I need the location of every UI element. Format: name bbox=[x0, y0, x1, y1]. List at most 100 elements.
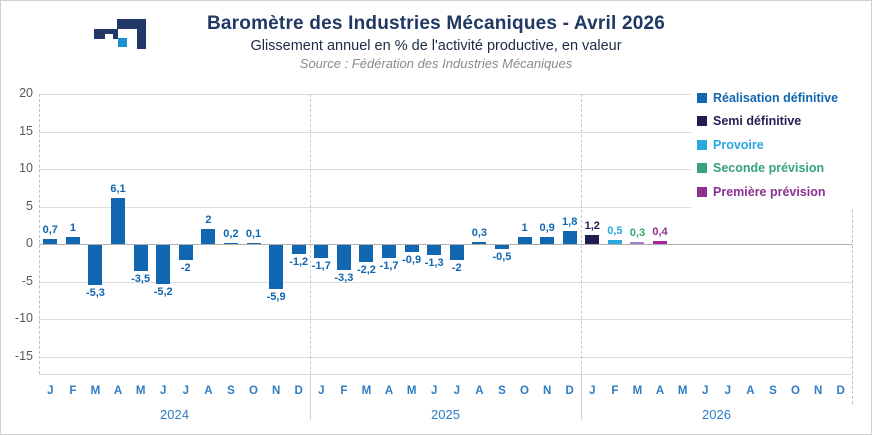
gridline bbox=[39, 206, 852, 208]
year-separator-line bbox=[581, 94, 582, 374]
bar-value-label: -2 bbox=[180, 262, 191, 274]
fim-logo bbox=[89, 9, 153, 53]
bar-2024-8 bbox=[223, 242, 238, 244]
logo-block bbox=[94, 29, 118, 34]
legend-item: Première prévision bbox=[697, 180, 853, 204]
gridline bbox=[39, 94, 852, 95]
month-label: D bbox=[294, 385, 303, 397]
month-label: O bbox=[249, 385, 258, 397]
legend-label: Seconde prévision bbox=[713, 161, 825, 176]
month-label: J bbox=[431, 385, 438, 397]
chart-legend: Réalisation définitive Semi définitive Pro… bbox=[691, 84, 853, 208]
legend-item: Semi définitive bbox=[697, 110, 853, 134]
plot-left-border bbox=[39, 94, 40, 374]
bar-value-label: -1,7 bbox=[379, 259, 399, 272]
bar-2024-10 bbox=[269, 245, 284, 290]
bar-2025-15 bbox=[382, 245, 397, 258]
bar-2025-18 bbox=[449, 245, 464, 260]
y-axis-tick-label: -15 bbox=[14, 348, 33, 363]
month-label: J bbox=[453, 385, 460, 397]
legend-swatch-icon bbox=[697, 92, 707, 103]
bar-2025-23 bbox=[562, 230, 577, 244]
logo-block bbox=[118, 38, 127, 47]
bar-value-label: 0,3 bbox=[629, 226, 646, 239]
y-axis-tick-label: 0 bbox=[26, 236, 33, 250]
month-label: A bbox=[655, 385, 665, 397]
month-label: M bbox=[361, 385, 372, 397]
year-separator-tick bbox=[310, 374, 311, 420]
chart-header: Baromètre des Industries Mécaniques - Av… bbox=[1, 1, 871, 71]
bar-2025-21 bbox=[517, 236, 532, 244]
bar-value-label: 2 bbox=[205, 214, 212, 226]
month-label: D bbox=[565, 385, 574, 397]
logo-block bbox=[113, 34, 118, 39]
month-label: S bbox=[227, 385, 235, 397]
logo-block bbox=[137, 19, 146, 49]
y-axis-tick-label: 20 bbox=[19, 86, 33, 100]
bar-2026-26 bbox=[630, 241, 645, 244]
bar-value-label: -2,2 bbox=[356, 263, 376, 276]
bar-value-label: 0,1 bbox=[245, 228, 262, 241]
bar-2026-27 bbox=[653, 241, 668, 244]
bar-value-label: -3,5 bbox=[131, 273, 151, 286]
month-label: A bbox=[384, 385, 394, 397]
bar-2024-5 bbox=[156, 245, 171, 284]
bar-value-label: 1 bbox=[69, 221, 76, 234]
y-axis-tick-label: -10 bbox=[14, 311, 33, 325]
year-label: 2024 bbox=[160, 407, 189, 422]
bar-value-label: -2 bbox=[451, 262, 462, 274]
bar-2025-17 bbox=[427, 245, 442, 255]
year-label: 2026 bbox=[702, 407, 731, 422]
bar-value-label: -5,3 bbox=[85, 286, 105, 299]
bar-2024-7 bbox=[201, 229, 216, 244]
legend-swatch-icon bbox=[697, 186, 707, 197]
bar-value-label: -5,9 bbox=[266, 291, 286, 304]
legend-label: Première prévision bbox=[713, 184, 826, 199]
logo-block bbox=[94, 34, 105, 39]
legend-item: Provoire bbox=[697, 133, 853, 157]
bar-2024-6 bbox=[178, 245, 193, 260]
month-label: N bbox=[542, 385, 552, 397]
bar-value-label: 0,4 bbox=[652, 226, 668, 238]
y-axis-tick-label: 15 bbox=[19, 123, 33, 138]
bar-value-label: 0,2 bbox=[223, 227, 239, 240]
month-label: O bbox=[791, 385, 800, 397]
legend-item: Réalisation définitive bbox=[697, 86, 853, 110]
month-label: A bbox=[475, 385, 484, 397]
month-label: M bbox=[90, 385, 101, 397]
page-title: Baromètre des Industries Mécaniques - Av… bbox=[206, 13, 666, 34]
bar-value-label: 1,8 bbox=[562, 215, 578, 228]
month-label: J bbox=[589, 385, 596, 397]
legend-label: Réalisation définitive bbox=[713, 90, 839, 105]
y-axis-tick-label: 5 bbox=[26, 198, 33, 213]
month-label: M bbox=[135, 385, 146, 397]
bar-2025-14 bbox=[359, 245, 374, 262]
bar-2026-25 bbox=[607, 240, 622, 244]
bar-2025-19 bbox=[472, 241, 487, 244]
y-axis-tick-label: 10 bbox=[19, 161, 33, 175]
bar-value-label: -0,9 bbox=[402, 253, 422, 266]
year-label: 2025 bbox=[431, 407, 460, 422]
month-label: J bbox=[182, 385, 189, 397]
year-separator-line bbox=[310, 94, 311, 374]
legend-swatch-icon bbox=[697, 163, 707, 174]
month-label: S bbox=[769, 385, 777, 397]
bar-value-label: 0,7 bbox=[42, 223, 58, 236]
month-label: A bbox=[746, 385, 755, 397]
bar-2024-4 bbox=[133, 245, 148, 272]
bar-2024-11 bbox=[291, 245, 306, 254]
month-label: D bbox=[836, 385, 845, 397]
plot-right-border bbox=[852, 94, 853, 404]
month-label: N bbox=[813, 385, 823, 397]
bar-2025-22 bbox=[540, 237, 555, 244]
month-label: J bbox=[160, 385, 167, 397]
chart-subtitle: Glissement annuel en % de l'activité pro… bbox=[250, 38, 622, 54]
bar-value-label: 0,9 bbox=[539, 222, 555, 235]
legend-swatch-icon bbox=[697, 116, 707, 127]
bar-2024-0 bbox=[43, 238, 58, 244]
year-separator-tick bbox=[581, 374, 582, 420]
bar-2024-2 bbox=[88, 245, 103, 285]
bar-value-label: 6,1 bbox=[110, 183, 126, 196]
month-label: M bbox=[632, 385, 643, 397]
